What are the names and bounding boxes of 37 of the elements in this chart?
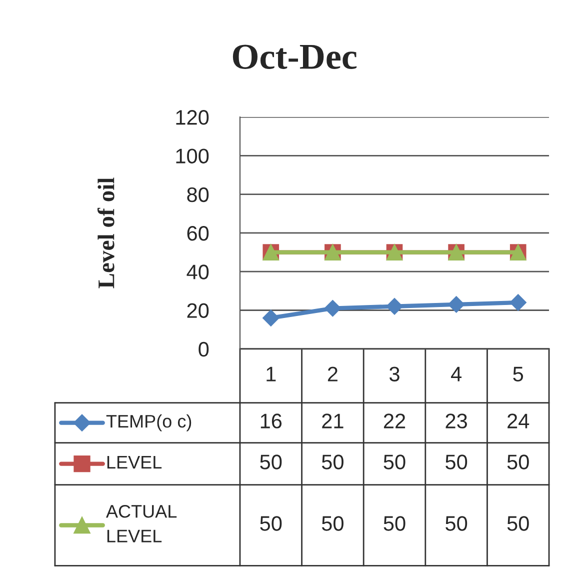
y-axis-title: Level of oil: [97, 178, 114, 288]
data-label: 50: [507, 454, 529, 470]
y-tick-label: 60: [187, 226, 209, 241]
point: [386, 298, 403, 315]
data-label: 50: [507, 516, 529, 531]
legend-label: TEMP(o c): [106, 414, 192, 432]
y-tick-label: 20: [187, 303, 209, 318]
x-tick-label: 1: [266, 366, 276, 382]
x-tick-label: 5: [513, 366, 524, 382]
y-tick-label: 0: [198, 342, 209, 357]
data-label: 23: [446, 414, 467, 428]
data-label: 50: [384, 516, 406, 531]
point: [262, 310, 280, 326]
legend-label: ACTUAL LEVEL: [106, 504, 177, 542]
x-tick-label: 2: [328, 366, 338, 382]
point: [448, 296, 465, 313]
data-label: 16: [260, 414, 282, 428]
chart-title: Oct-Dec: [232, 44, 357, 69]
data-label: 24: [508, 414, 530, 428]
data-label: 50: [446, 516, 468, 531]
data-label: 50: [446, 454, 468, 470]
data-label: 50: [260, 454, 282, 470]
data-label: 50: [384, 454, 406, 470]
data-label: 50: [322, 454, 344, 470]
y-tick-label: 100: [176, 148, 209, 164]
data-label: 50: [322, 516, 344, 531]
x-tick-label: 3: [390, 366, 400, 382]
point: [510, 294, 526, 311]
point: [324, 300, 342, 317]
y-tick-label: 120: [176, 110, 209, 125]
data-label: 50: [260, 516, 282, 531]
data-label: 21: [322, 414, 344, 428]
y-tick-label: 80: [187, 187, 209, 202]
legend-label: LEVEL: [107, 456, 162, 468]
x-tick-label: 4: [450, 366, 462, 382]
y-tick-label: 40: [186, 264, 209, 280]
data-label: 22: [384, 414, 406, 428]
